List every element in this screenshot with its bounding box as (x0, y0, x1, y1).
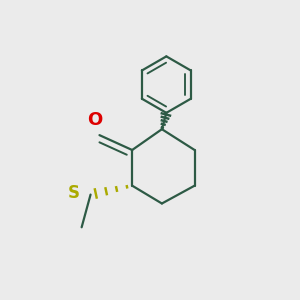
Text: S: S (67, 184, 79, 202)
Text: O: O (87, 111, 103, 129)
